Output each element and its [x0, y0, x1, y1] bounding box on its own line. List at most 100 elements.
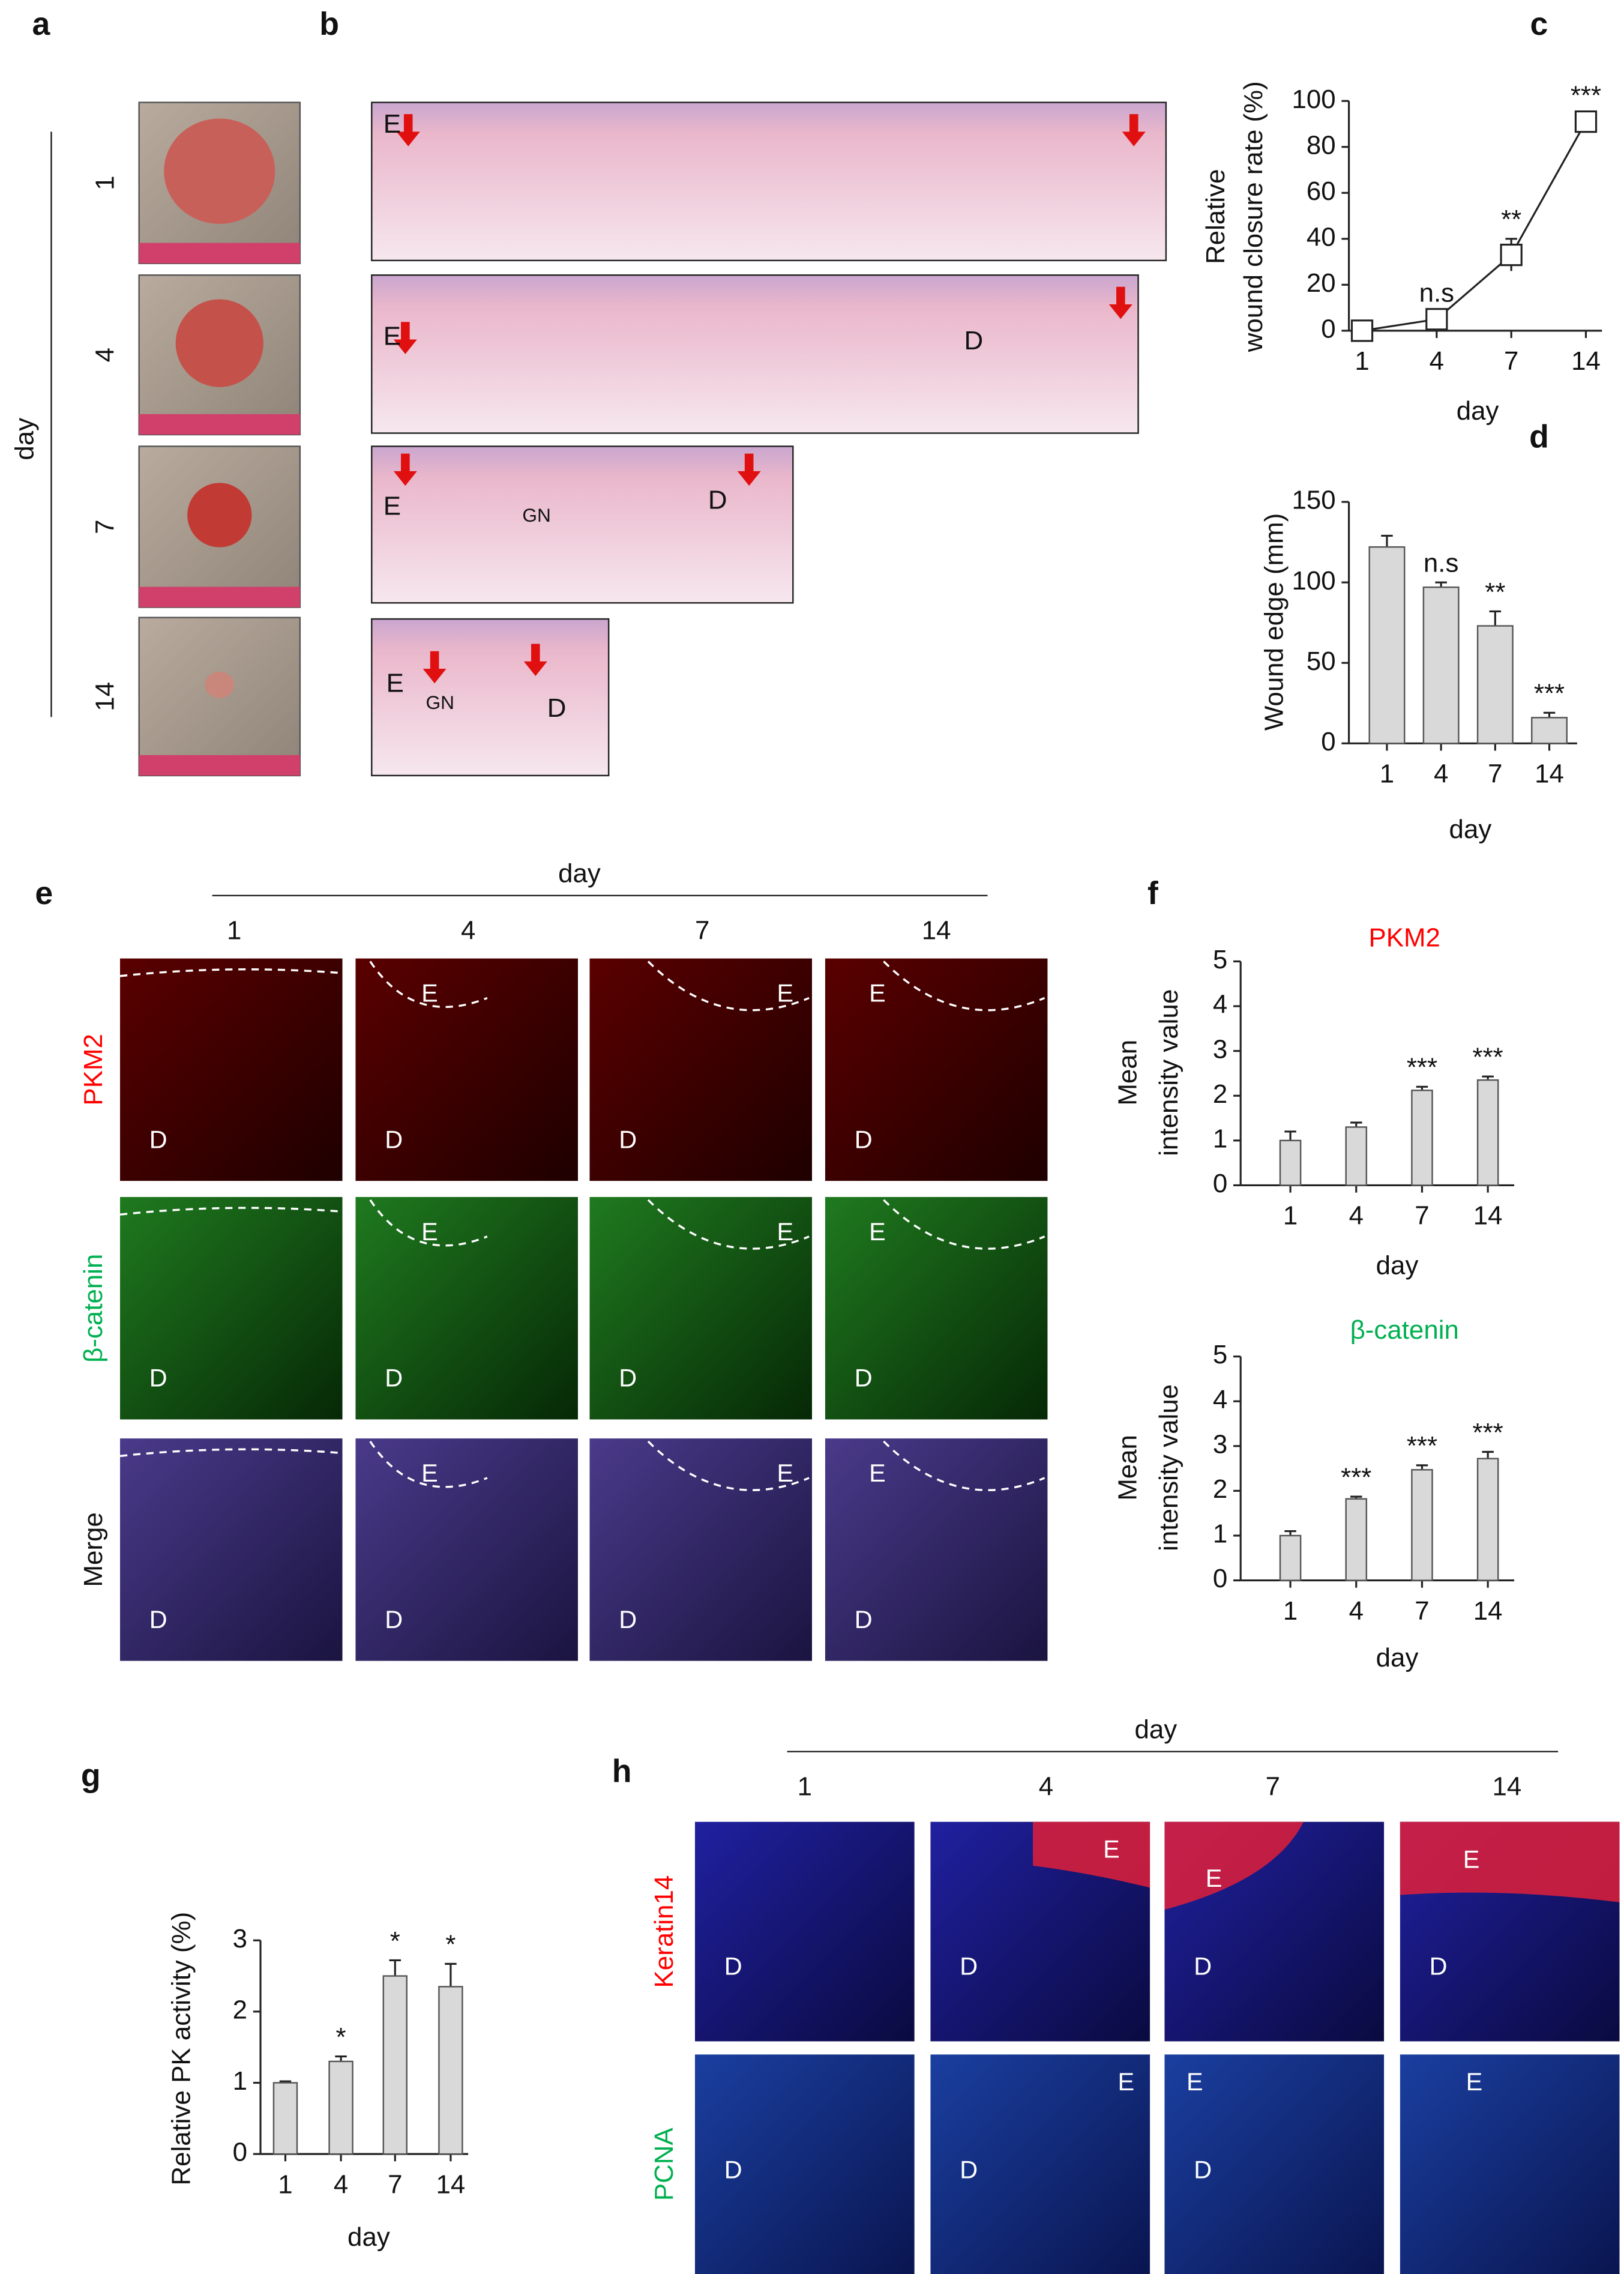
- micrograph: [120, 1196, 343, 1420]
- ruler: [139, 243, 300, 264]
- y-tick-label: 5: [1213, 1340, 1227, 1369]
- boundary: [369, 1441, 488, 1488]
- y-axis-label: intensity value: [1154, 1384, 1183, 1551]
- y-axis-label: intensity value: [1154, 989, 1183, 1156]
- y-tick-label: 3: [1213, 1429, 1227, 1459]
- line: [1362, 121, 1587, 332]
- day-label: 1: [798, 1772, 812, 1801]
- x-tick-label: 4: [334, 2170, 348, 2199]
- keratin-layer: [1400, 1821, 1620, 1902]
- day-label: 14: [1492, 1772, 1521, 1801]
- y-tick-label: 0: [1213, 1169, 1227, 1198]
- image-label: E: [383, 109, 401, 139]
- image-label: D: [619, 1364, 637, 1392]
- keratin-layer: [1033, 1821, 1150, 1888]
- wound: [164, 118, 275, 224]
- significance: **: [1501, 205, 1521, 234]
- marker: [1500, 243, 1523, 267]
- image-label: D: [385, 1125, 403, 1153]
- significance: ***: [1571, 80, 1601, 110]
- x-tick-label: 7: [1504, 346, 1518, 376]
- image-label: D: [385, 1364, 403, 1392]
- significance: *: [336, 2022, 346, 2052]
- chart-title: PKM2: [1369, 923, 1440, 953]
- panel-letter: h: [612, 1754, 632, 1790]
- micrograph: [930, 2054, 1150, 2274]
- marker: [1425, 308, 1448, 331]
- image-label: D: [724, 2155, 742, 2183]
- bar: [1279, 1139, 1302, 1186]
- image-label: D: [724, 1952, 742, 1980]
- chart-title: β-catenin: [1350, 1315, 1459, 1345]
- y-tick-label: 4: [1213, 990, 1227, 1019]
- boundary: [369, 1199, 488, 1247]
- x-tick-label: 14: [1535, 759, 1564, 789]
- day-label: 1: [227, 915, 241, 945]
- x-tick-label: 4: [1434, 759, 1448, 789]
- histology-image: [371, 618, 610, 777]
- micrograph: [355, 1196, 578, 1420]
- y-tick-label: 80: [1307, 130, 1336, 160]
- image-label: D: [964, 326, 984, 355]
- significance: n.s: [1419, 279, 1455, 308]
- y-axis-label: Relative PK activity (%): [166, 1912, 196, 2186]
- y-tick-label: 1: [1213, 1124, 1227, 1153]
- micrograph: [825, 958, 1048, 1181]
- panel-letter: f: [1147, 875, 1158, 911]
- day-label: 4: [91, 348, 120, 362]
- image-label: E: [869, 1217, 886, 1246]
- y-tick-label: 150: [1292, 486, 1335, 515]
- image-label: D: [1194, 1952, 1212, 1980]
- image-label: E: [1117, 2067, 1134, 2096]
- wound: [187, 483, 252, 547]
- boundary: [119, 1448, 343, 1458]
- image-label: D: [619, 1125, 637, 1153]
- micrograph: [1400, 2054, 1620, 2274]
- day-label: 1: [91, 175, 120, 190]
- image-label: D: [619, 1605, 637, 1633]
- image-label: E: [1186, 2067, 1203, 2096]
- x-axis-label: day: [347, 2222, 390, 2252]
- x-tick-label: 4: [1430, 346, 1444, 376]
- y-tick-label: 100: [1292, 566, 1335, 596]
- panel-letter: d: [1529, 418, 1549, 454]
- image-label: E: [777, 979, 793, 1007]
- x-tick-label: 7: [388, 2170, 402, 2199]
- x-tick-label: 14: [1473, 1201, 1503, 1231]
- significance: *: [390, 1926, 400, 1956]
- image-label: E: [1463, 1845, 1480, 1874]
- arrows: [393, 114, 1146, 684]
- bar: [1345, 1498, 1368, 1581]
- ruler: [139, 755, 300, 776]
- x-tick-label: 1: [1355, 346, 1369, 376]
- significance: n.s: [1424, 548, 1459, 578]
- image-label: E: [386, 668, 404, 698]
- y-tick-label: 1: [233, 2066, 247, 2096]
- bar: [1476, 625, 1514, 744]
- panel-letter: a: [32, 6, 50, 42]
- image-label: D: [149, 1605, 167, 1633]
- image-label: E: [383, 322, 401, 351]
- image-label: D: [855, 1605, 873, 1633]
- micrograph: [694, 1821, 915, 2042]
- bar: [1422, 586, 1460, 744]
- day-label: 7: [91, 519, 120, 534]
- marker: [1574, 110, 1598, 133]
- x-axis-label: day: [1449, 815, 1492, 844]
- row-label: Keratin14: [649, 1875, 679, 1988]
- image-label: D: [708, 486, 727, 515]
- row-label: Merge: [79, 1512, 108, 1587]
- image-label: E: [421, 1217, 438, 1246]
- bar: [382, 1975, 408, 2155]
- bar: [438, 1986, 463, 2155]
- bar: [1476, 1458, 1499, 1581]
- day-label: 7: [695, 915, 709, 945]
- x-tick-label: 14: [1571, 346, 1601, 376]
- micrograph: [120, 1438, 343, 1661]
- x-axis-label: day: [1457, 396, 1499, 426]
- row-label: PKM2: [79, 1034, 108, 1105]
- bar: [1476, 1079, 1499, 1186]
- wound: [175, 299, 263, 387]
- keratin-layer: [1164, 1821, 1304, 1910]
